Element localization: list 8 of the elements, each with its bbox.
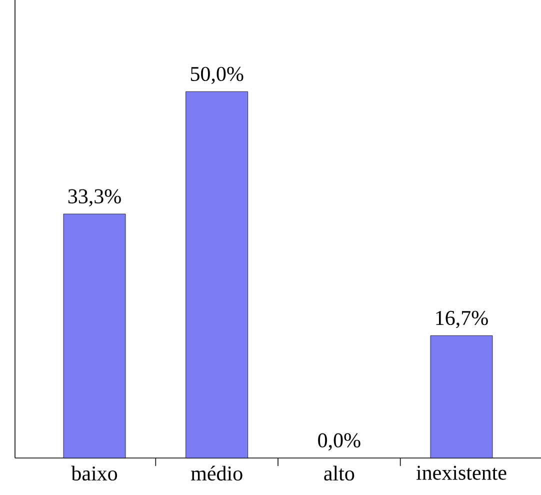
x-tick-label: baixo (71, 466, 118, 481)
data-label: 33,3% (68, 189, 121, 206)
x-tick-label: médio (191, 466, 242, 481)
data-label: 16,7% (436, 310, 488, 328)
x-tick-label: alto (324, 466, 354, 481)
data-label: 0,0% (318, 433, 360, 450)
x-tick-label: inexistente (416, 466, 506, 480)
data-label: 50,0% (190, 66, 244, 84)
